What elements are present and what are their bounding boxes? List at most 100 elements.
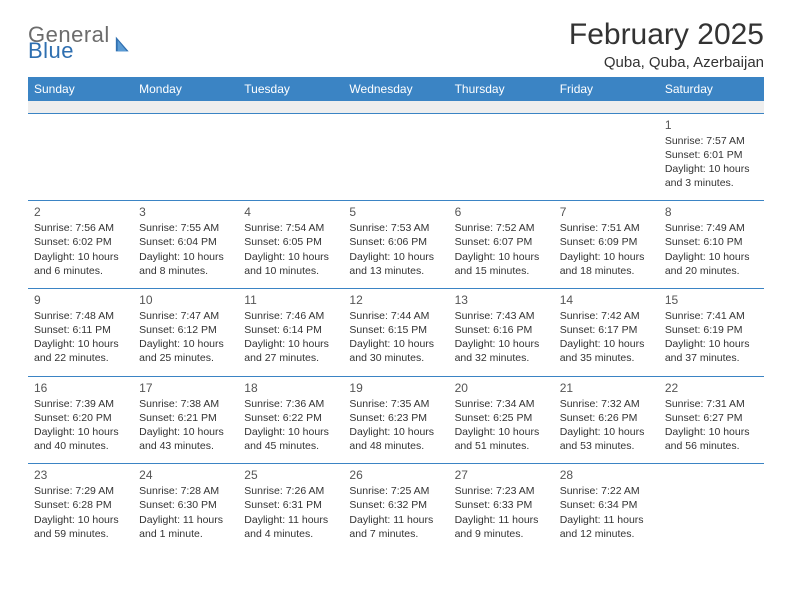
weekday-header: Tuesday: [238, 77, 343, 101]
calendar-day: 19 Sunrise: 7:35 AMSunset: 6:23 PMDayligh…: [343, 376, 448, 464]
calendar-day: 26 Sunrise: 7:25 AMSunset: 6:32 PMDayligh…: [343, 464, 448, 551]
day-data: Sunrise: 7:25 AMSunset: 6:32 PMDaylight:…: [349, 484, 442, 541]
day-number: 10: [139, 293, 232, 307]
calendar-day: 12 Sunrise: 7:44 AMSunset: 6:15 PMDayligh…: [343, 288, 448, 376]
calendar-day: 9 Sunrise: 7:48 AMSunset: 6:11 PMDaylight…: [28, 288, 133, 376]
day-number: 4: [244, 205, 337, 219]
day-data: Sunrise: 7:52 AMSunset: 6:07 PMDaylight:…: [455, 221, 548, 278]
day-number: 12: [349, 293, 442, 307]
calendar-week: 1Sunrise: 7:57 AMSunset: 6:01 PMDaylight…: [28, 113, 764, 201]
day-data: Sunrise: 7:44 AMSunset: 6:15 PMDaylight:…: [349, 309, 442, 366]
day-number: 13: [455, 293, 548, 307]
day-data: Sunrise: 7:55 AMSunset: 6:04 PMDaylight:…: [139, 221, 232, 278]
day-data: Sunrise: 7:49 AMSunset: 6:10 PMDaylight:…: [665, 221, 758, 278]
day-data: Sunrise: 7:35 AMSunset: 6:23 PMDaylight:…: [349, 397, 442, 454]
calendar-day: 6 Sunrise: 7:52 AMSunset: 6:07 PMDaylight…: [449, 201, 554, 289]
day-data: Sunrise: 7:48 AMSunset: 6:11 PMDaylight:…: [34, 309, 127, 366]
weekday-header: Monday: [133, 77, 238, 101]
day-number: 14: [560, 293, 653, 307]
calendar-day: 10 Sunrise: 7:47 AMSunset: 6:12 PMDayligh…: [133, 288, 238, 376]
calendar-day: 23Sunrise: 7:29 AMSunset: 6:28 PMDayligh…: [28, 464, 133, 551]
logo-text-bottom: Blue: [28, 40, 110, 62]
weekday-header: Sunday: [28, 77, 133, 101]
calendar-day: [28, 113, 133, 201]
day-data: Sunrise: 7:41 AMSunset: 6:19 PMDaylight:…: [665, 309, 758, 366]
weekday-header: Friday: [554, 77, 659, 101]
calendar-day: [449, 113, 554, 201]
calendar-day: 15Sunrise: 7:41 AMSunset: 6:19 PMDayligh…: [659, 288, 764, 376]
weekday-header: Wednesday: [343, 77, 448, 101]
calendar-week: 9 Sunrise: 7:48 AMSunset: 6:11 PMDaylight…: [28, 288, 764, 376]
calendar-day: [133, 113, 238, 201]
calendar-day: 27 Sunrise: 7:23 AMSunset: 6:33 PMDayligh…: [449, 464, 554, 551]
calendar-day: 8Sunrise: 7:49 AMSunset: 6:10 PMDaylight…: [659, 201, 764, 289]
day-data: Sunrise: 7:32 AMSunset: 6:26 PMDaylight:…: [560, 397, 653, 454]
day-data: Sunrise: 7:39 AMSunset: 6:20 PMDaylight:…: [34, 397, 127, 454]
calendar-day: 4 Sunrise: 7:54 AMSunset: 6:05 PMDaylight…: [238, 201, 343, 289]
day-data: Sunrise: 7:34 AMSunset: 6:25 PMDaylight:…: [455, 397, 548, 454]
day-number: 16: [34, 381, 127, 395]
day-data: Sunrise: 7:51 AMSunset: 6:09 PMDaylight:…: [560, 221, 653, 278]
day-number: 7: [560, 205, 653, 219]
weekday-header: Thursday: [449, 77, 554, 101]
calendar-week: 23Sunrise: 7:29 AMSunset: 6:28 PMDayligh…: [28, 464, 764, 551]
calendar-day: 22 Sunrise: 7:31 AMSunset: 6:27 PMDayligh…: [659, 376, 764, 464]
day-number: 9: [34, 293, 127, 307]
day-data: Sunrise: 7:26 AMSunset: 6:31 PMDaylight:…: [244, 484, 337, 541]
day-number: 27: [455, 468, 548, 482]
day-number: 25: [244, 468, 337, 482]
month-title: February 2025: [569, 18, 764, 52]
day-number: 23: [34, 468, 127, 482]
calendar-day: [238, 113, 343, 201]
calendar-day: [554, 113, 659, 201]
day-number: 21: [560, 381, 653, 395]
weekday-header-row: SundayMondayTuesdayWednesdayThursdayFrid…: [28, 77, 764, 101]
calendar-week: 16 Sunrise: 7:39 AMSunset: 6:20 PMDayligh…: [28, 376, 764, 464]
day-number: 5: [349, 205, 442, 219]
day-data: Sunrise: 7:53 AMSunset: 6:06 PMDaylight:…: [349, 221, 442, 278]
day-number: 26: [349, 468, 442, 482]
calendar-day: 1Sunrise: 7:57 AMSunset: 6:01 PMDaylight…: [659, 113, 764, 201]
day-data: Sunrise: 7:31 AMSunset: 6:27 PMDaylight:…: [665, 397, 758, 454]
day-data: Sunrise: 7:43 AMSunset: 6:16 PMDaylight:…: [455, 309, 548, 366]
calendar-day: 3 Sunrise: 7:55 AMSunset: 6:04 PMDaylight…: [133, 201, 238, 289]
weekday-header: Saturday: [659, 77, 764, 101]
day-data: Sunrise: 7:28 AMSunset: 6:30 PMDaylight:…: [139, 484, 232, 541]
day-data: Sunrise: 7:36 AMSunset: 6:22 PMDaylight:…: [244, 397, 337, 454]
header: General Blue February 2025 Quba, Quba, A…: [28, 18, 764, 71]
day-data: Sunrise: 7:54 AMSunset: 6:05 PMDaylight:…: [244, 221, 337, 278]
day-number: 2: [34, 205, 127, 219]
day-number: 20: [455, 381, 548, 395]
location: Quba, Quba, Azerbaijan: [569, 54, 764, 71]
calendar-day: 14 Sunrise: 7:42 AMSunset: 6:17 PMDayligh…: [554, 288, 659, 376]
calendar-day: 16 Sunrise: 7:39 AMSunset: 6:20 PMDayligh…: [28, 376, 133, 464]
day-number: 11: [244, 293, 337, 307]
calendar-day: [659, 464, 764, 551]
day-number: 17: [139, 381, 232, 395]
day-data: Sunrise: 7:46 AMSunset: 6:14 PMDaylight:…: [244, 309, 337, 366]
calendar-day: 24Sunrise: 7:28 AMSunset: 6:30 PMDayligh…: [133, 464, 238, 551]
day-data: Sunrise: 7:57 AMSunset: 6:01 PMDaylight:…: [665, 134, 758, 191]
day-data: Sunrise: 7:47 AMSunset: 6:12 PMDaylight:…: [139, 309, 232, 366]
calendar-day: 2 Sunrise: 7:56 AMSunset: 6:02 PMDaylight…: [28, 201, 133, 289]
calendar-day: 25 Sunrise: 7:26 AMSunset: 6:31 PMDayligh…: [238, 464, 343, 551]
sail-icon: [114, 33, 136, 55]
day-data: Sunrise: 7:42 AMSunset: 6:17 PMDaylight:…: [560, 309, 653, 366]
calendar-day: 13 Sunrise: 7:43 AMSunset: 6:16 PMDayligh…: [449, 288, 554, 376]
day-number: 18: [244, 381, 337, 395]
day-number: 6: [455, 205, 548, 219]
calendar-week: 2 Sunrise: 7:56 AMSunset: 6:02 PMDaylight…: [28, 201, 764, 289]
day-number: 28: [560, 468, 653, 482]
calendar-day: 21 Sunrise: 7:32 AMSunset: 6:26 PMDayligh…: [554, 376, 659, 464]
day-data: Sunrise: 7:38 AMSunset: 6:21 PMDaylight:…: [139, 397, 232, 454]
day-number: 3: [139, 205, 232, 219]
calendar-day: 5 Sunrise: 7:53 AMSunset: 6:06 PMDaylight…: [343, 201, 448, 289]
logo: General Blue: [28, 18, 136, 62]
day-data: Sunrise: 7:23 AMSunset: 6:33 PMDaylight:…: [455, 484, 548, 541]
day-data: Sunrise: 7:56 AMSunset: 6:02 PMDaylight:…: [34, 221, 127, 278]
calendar-day: 7 Sunrise: 7:51 AMSunset: 6:09 PMDaylight…: [554, 201, 659, 289]
day-number: 22: [665, 381, 758, 395]
calendar-day: 28Sunrise: 7:22 AMSunset: 6:34 PMDayligh…: [554, 464, 659, 551]
calendar-day: 17 Sunrise: 7:38 AMSunset: 6:21 PMDayligh…: [133, 376, 238, 464]
day-number: 19: [349, 381, 442, 395]
